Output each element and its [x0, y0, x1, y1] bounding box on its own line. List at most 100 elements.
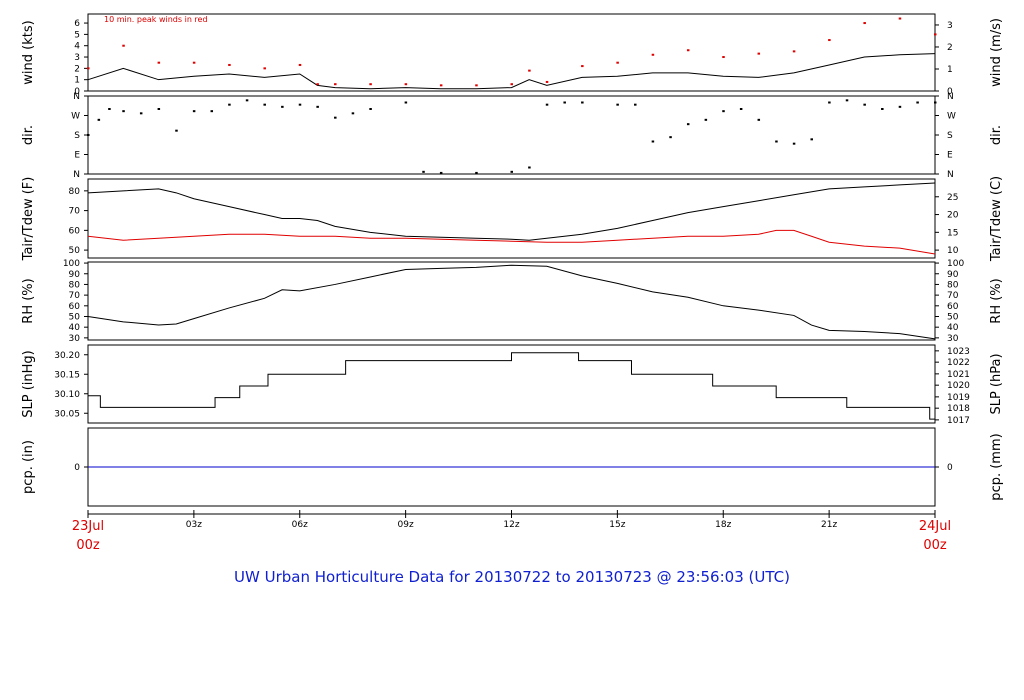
dir-point — [334, 116, 337, 119]
wind-ylabel-left: wind (kts) — [21, 20, 36, 84]
dir-ytick-left-label: W — [71, 112, 80, 122]
wind-ytick-right-label: 0 — [947, 87, 953, 97]
dir-point — [881, 108, 884, 110]
dir-point — [422, 170, 425, 173]
dir-point — [669, 136, 672, 139]
dir-point — [863, 103, 866, 106]
dir-point — [616, 103, 619, 106]
dir-ytick-left-label: E — [74, 151, 80, 161]
slp-ytick-right-label: 1021 — [947, 370, 970, 380]
slp-ytick-right-label: 1022 — [947, 358, 970, 368]
wind-point — [87, 67, 90, 70]
rh-ytick-left-label: 80 — [69, 280, 81, 290]
dir-point — [792, 142, 796, 145]
x-tick-label: 09z — [398, 520, 414, 530]
wind-point — [475, 84, 478, 87]
slp-ylabel-right: SLP (hPa) — [989, 353, 1004, 414]
wind-point — [528, 69, 531, 72]
x-tick-label: 06z — [292, 520, 308, 530]
wind-ytick-left-label: 3 — [74, 53, 80, 63]
rh-ytick-left-label: 30 — [69, 334, 81, 344]
rh-ytick-right-label: 100 — [947, 259, 964, 269]
wind-point — [369, 83, 372, 86]
dir-point — [122, 110, 125, 113]
wind-point — [757, 52, 761, 55]
slp-frame — [87, 344, 936, 424]
rh-series-line — [87, 264, 936, 340]
dir-point — [175, 129, 178, 132]
wind-frame — [87, 13, 936, 92]
precip-ylabel-right: pcp. (mm) — [989, 433, 1004, 500]
dir-point — [245, 99, 249, 102]
precip-ytick-left-label: 0 — [74, 463, 80, 473]
temp-ytick-left-label: 60 — [69, 226, 81, 236]
slp-ylabel-left: SLP (inHg) — [21, 350, 36, 418]
wind-point — [898, 17, 902, 20]
rh-ytick-left-label: 100 — [63, 259, 80, 269]
wind-point — [192, 61, 196, 64]
dir-point — [210, 110, 214, 113]
dir-point — [810, 138, 813, 141]
dir-ytick-right-label: W — [947, 112, 956, 122]
slp-ytick-left-label: 30.20 — [54, 351, 80, 361]
wind-ytick-left-label: 0 — [74, 87, 80, 97]
wind-point — [157, 61, 161, 64]
wind-point — [651, 53, 655, 56]
wind-point — [686, 49, 690, 52]
panel-precip: 0 0 pcp. (in) pcp. (mm) — [21, 427, 1004, 507]
wind-point — [934, 33, 937, 36]
temp-ytick-left-label: 80 — [69, 187, 81, 197]
wind-point — [263, 67, 266, 70]
slp-ytick-right-label: 1018 — [947, 404, 970, 414]
wind-point — [298, 63, 302, 66]
dir-point — [97, 118, 101, 121]
wind-point — [228, 63, 231, 66]
dir-point — [298, 103, 302, 106]
wind-point — [122, 44, 125, 47]
temp-ytick-right-label: 10 — [947, 246, 959, 256]
temp-ylabel-left: Tair/Tdew (F) — [21, 177, 36, 262]
dir-point — [87, 134, 90, 136]
wind-ytick-right-label: 2 — [947, 43, 953, 53]
dir-ylabel-right: dir. — [989, 125, 1004, 145]
dir-point — [563, 101, 566, 104]
rh-ytick-right-label: 50 — [947, 312, 959, 322]
temp-series-line — [87, 229, 936, 255]
panel-temp: 50 60 70 80 10 15 20 25 Tair/Tdew (F) Tair/Tdew (… — [21, 176, 1004, 262]
wind-ytick-left-label: 1 — [74, 76, 80, 86]
temp-ytick-left-label: 70 — [69, 207, 81, 217]
dir-ytick-right-label: N — [947, 92, 954, 102]
dir-point — [775, 140, 778, 143]
dir-point — [475, 171, 478, 174]
temp-ytick-right-label: 25 — [947, 193, 958, 203]
wind-ytick-left-label: 4 — [74, 42, 80, 52]
dir-ytick-right-label: S — [947, 131, 953, 141]
slp-ytick-right-label: 1019 — [947, 393, 970, 403]
dir-point — [916, 101, 919, 104]
rh-ytick-left-label: 70 — [69, 291, 81, 301]
dir-ytick-left-label: N — [73, 92, 80, 102]
peak-wind-note: 10 min. peak winds in red — [104, 15, 208, 24]
dir-ytick-left-label: S — [74, 131, 80, 141]
dir-point — [228, 103, 231, 106]
dir-ytick-right-label: N — [947, 170, 954, 180]
dir-point — [651, 140, 655, 143]
slp-ytick-left-label: 30.10 — [54, 390, 80, 400]
chart-title: UW Urban Horticulture Data for 20130722 … — [234, 568, 790, 586]
dir-point — [316, 105, 319, 108]
wind-point — [863, 22, 866, 25]
dir-point — [281, 105, 284, 108]
wind-point — [616, 61, 619, 64]
wind-ytick-right-label: 1 — [947, 65, 953, 75]
x-tick-label: 12z — [503, 520, 519, 530]
dir-ytick-right-label: E — [947, 151, 953, 161]
rh-ytick-right-label: 40 — [947, 323, 959, 333]
dir-point — [634, 103, 637, 106]
dir-point — [510, 170, 513, 173]
rh-ytick-right-label: 30 — [947, 334, 959, 344]
x-tick-label: 03z — [186, 520, 202, 530]
